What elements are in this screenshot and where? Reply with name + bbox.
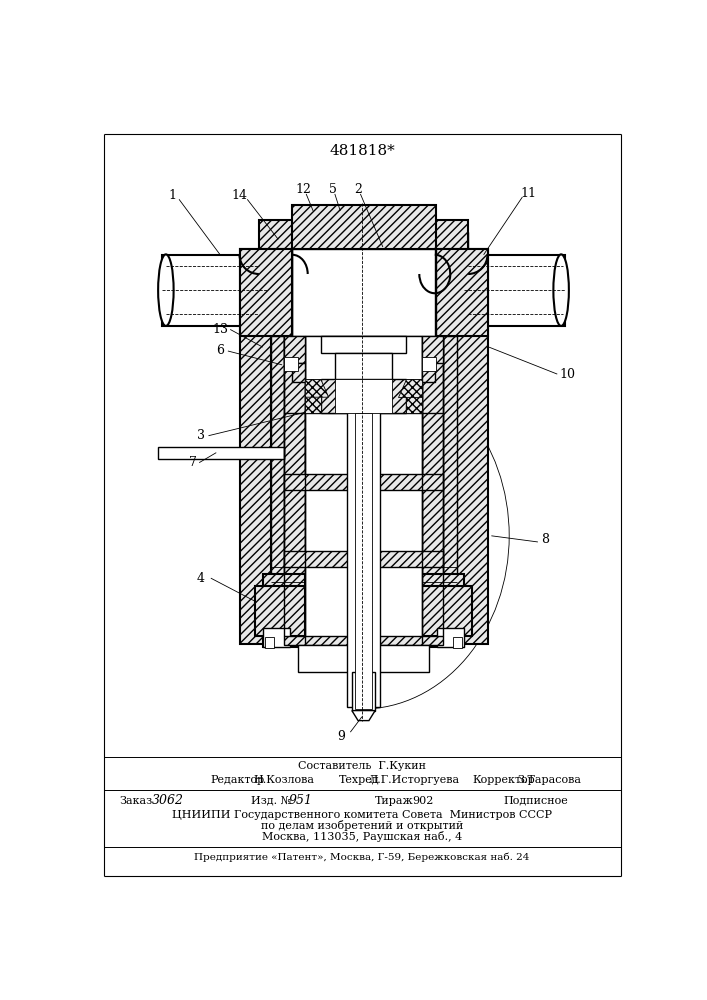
Text: 13: 13 [212,323,228,336]
Bar [335,353,392,379]
Bar [263,574,305,647]
Text: 14: 14 [231,189,247,202]
Text: 10: 10 [559,368,575,381]
Ellipse shape [554,254,569,326]
Text: 3062: 3062 [152,794,184,807]
Bar [162,255,259,326]
Text: 12: 12 [296,183,312,196]
Text: Тираж: Тираж [375,796,414,806]
Text: 481818*: 481818* [329,144,395,158]
Text: Составитель  Г.Кукин: Составитель Г.Кукин [298,761,426,771]
Bar [305,413,421,644]
Polygon shape [352,711,375,721]
Bar [335,379,392,413]
Bar [259,220,468,249]
Text: ЦНИИПИ Государственного комитета Совета  Министров СССР: ЦНИИПИ Государственного комитета Совета … [172,810,552,820]
Text: Корректор: Корректор [472,775,534,785]
Bar [255,586,305,636]
Bar [355,413,372,709]
Bar [435,249,488,336]
Text: З.Тарасова: З.Тарасова [517,775,581,785]
Bar [292,205,436,249]
Text: 4: 4 [197,572,205,585]
Text: 5: 5 [329,183,337,196]
Bar [263,628,290,647]
Bar [284,551,443,567]
Bar [265,637,274,648]
Text: Изд. №: Изд. № [251,796,291,806]
Bar [437,628,464,647]
Bar [421,336,443,363]
Bar [421,357,436,371]
Bar [240,249,271,644]
Text: 8: 8 [542,533,549,546]
Polygon shape [305,379,321,413]
Bar [457,249,488,644]
Bar [452,637,462,648]
Text: 6: 6 [216,344,224,358]
Bar [421,586,472,636]
Bar [347,353,380,707]
Text: 3: 3 [197,429,205,442]
Bar [292,249,436,336]
Bar [352,672,375,711]
Text: Москва, 113035, Раушская наб., 4: Москва, 113035, Раушская наб., 4 [262,831,462,842]
Text: 9: 9 [337,730,345,742]
Text: 1: 1 [168,189,176,202]
Bar [421,574,464,647]
Polygon shape [305,379,329,397]
Text: Н.Козлова: Н.Козлова [253,775,315,785]
Bar [271,336,284,644]
Bar [298,645,429,672]
Text: Редактор: Редактор [211,775,265,785]
Bar [284,336,305,636]
Bar [284,636,443,645]
Bar [240,249,292,336]
Text: Предприятие «Патент», Москва, Г-59, Бережковская наб. 24: Предприятие «Патент», Москва, Г-59, Бере… [194,852,530,862]
Ellipse shape [158,254,174,326]
Bar [284,336,305,363]
Polygon shape [398,379,421,397]
Bar [292,363,305,382]
Bar [284,474,443,490]
Bar [284,357,298,371]
Bar [321,379,406,413]
Bar [435,232,468,249]
Bar [468,255,565,326]
Bar [158,447,284,459]
Text: Л.Г.Исторгуева: Л.Г.Исторгуева [369,775,460,785]
Bar [421,363,435,382]
Bar [421,336,443,636]
Text: Заказ: Заказ [119,796,153,806]
Text: 951: 951 [288,794,312,807]
Bar [443,336,457,644]
Text: Подписное: Подписное [503,796,568,806]
Bar [305,336,421,490]
Polygon shape [406,379,421,413]
Text: 902: 902 [412,796,433,806]
Text: по делам изобретений и открытий: по делам изобретений и открытий [261,820,463,831]
Text: Техред: Техред [339,775,380,785]
Text: 2: 2 [354,183,362,196]
Text: 11: 11 [520,187,537,200]
Bar [321,336,406,353]
Text: 7: 7 [189,456,197,469]
Bar [259,232,292,249]
